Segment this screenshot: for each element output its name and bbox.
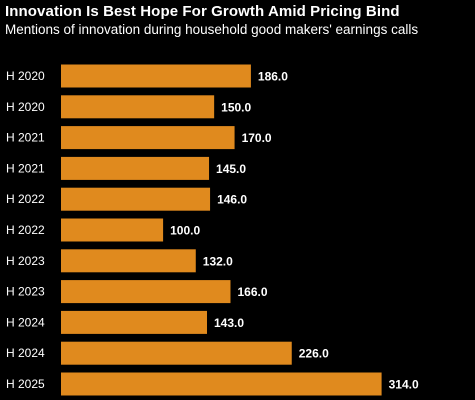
category-label: H 2023	[6, 254, 45, 268]
bar	[61, 187, 211, 211]
bar	[61, 310, 208, 334]
category-label: H 2024	[6, 315, 45, 329]
category-label: H 2020	[6, 100, 45, 114]
bar	[61, 95, 215, 119]
category-label: H 2022	[6, 223, 45, 237]
bar	[61, 372, 382, 396]
chart-title: Innovation Is Best Hope For Growth Amid …	[5, 3, 400, 20]
category-label: H 2022	[6, 192, 45, 206]
value-label: 146.0	[217, 193, 247, 207]
category-label: H 2025	[6, 377, 45, 391]
value-label: 314.0	[389, 378, 419, 392]
value-label: 145.0	[216, 162, 246, 176]
value-label: 150.0	[221, 100, 251, 114]
value-label: 166.0	[237, 285, 267, 299]
category-label: H 2021	[6, 161, 45, 175]
category-label: H 2021	[6, 131, 45, 145]
category-label: H 2020	[6, 69, 45, 83]
bar	[61, 249, 196, 273]
value-label: 132.0	[203, 254, 233, 268]
category-label: H 2023	[6, 285, 45, 299]
value-label: 143.0	[214, 316, 244, 330]
bar	[61, 64, 251, 88]
value-label: 170.0	[242, 131, 272, 145]
value-label: 100.0	[170, 224, 200, 238]
value-label: 186.0	[258, 70, 288, 84]
bar	[61, 218, 164, 242]
bar	[61, 156, 210, 180]
category-label: H 2024	[6, 346, 45, 360]
chart-subtitle: Mentions of innovation during household …	[5, 22, 419, 37]
bar	[61, 126, 235, 150]
value-label: 226.0	[299, 347, 329, 361]
bar	[61, 280, 231, 304]
bar	[61, 341, 292, 365]
